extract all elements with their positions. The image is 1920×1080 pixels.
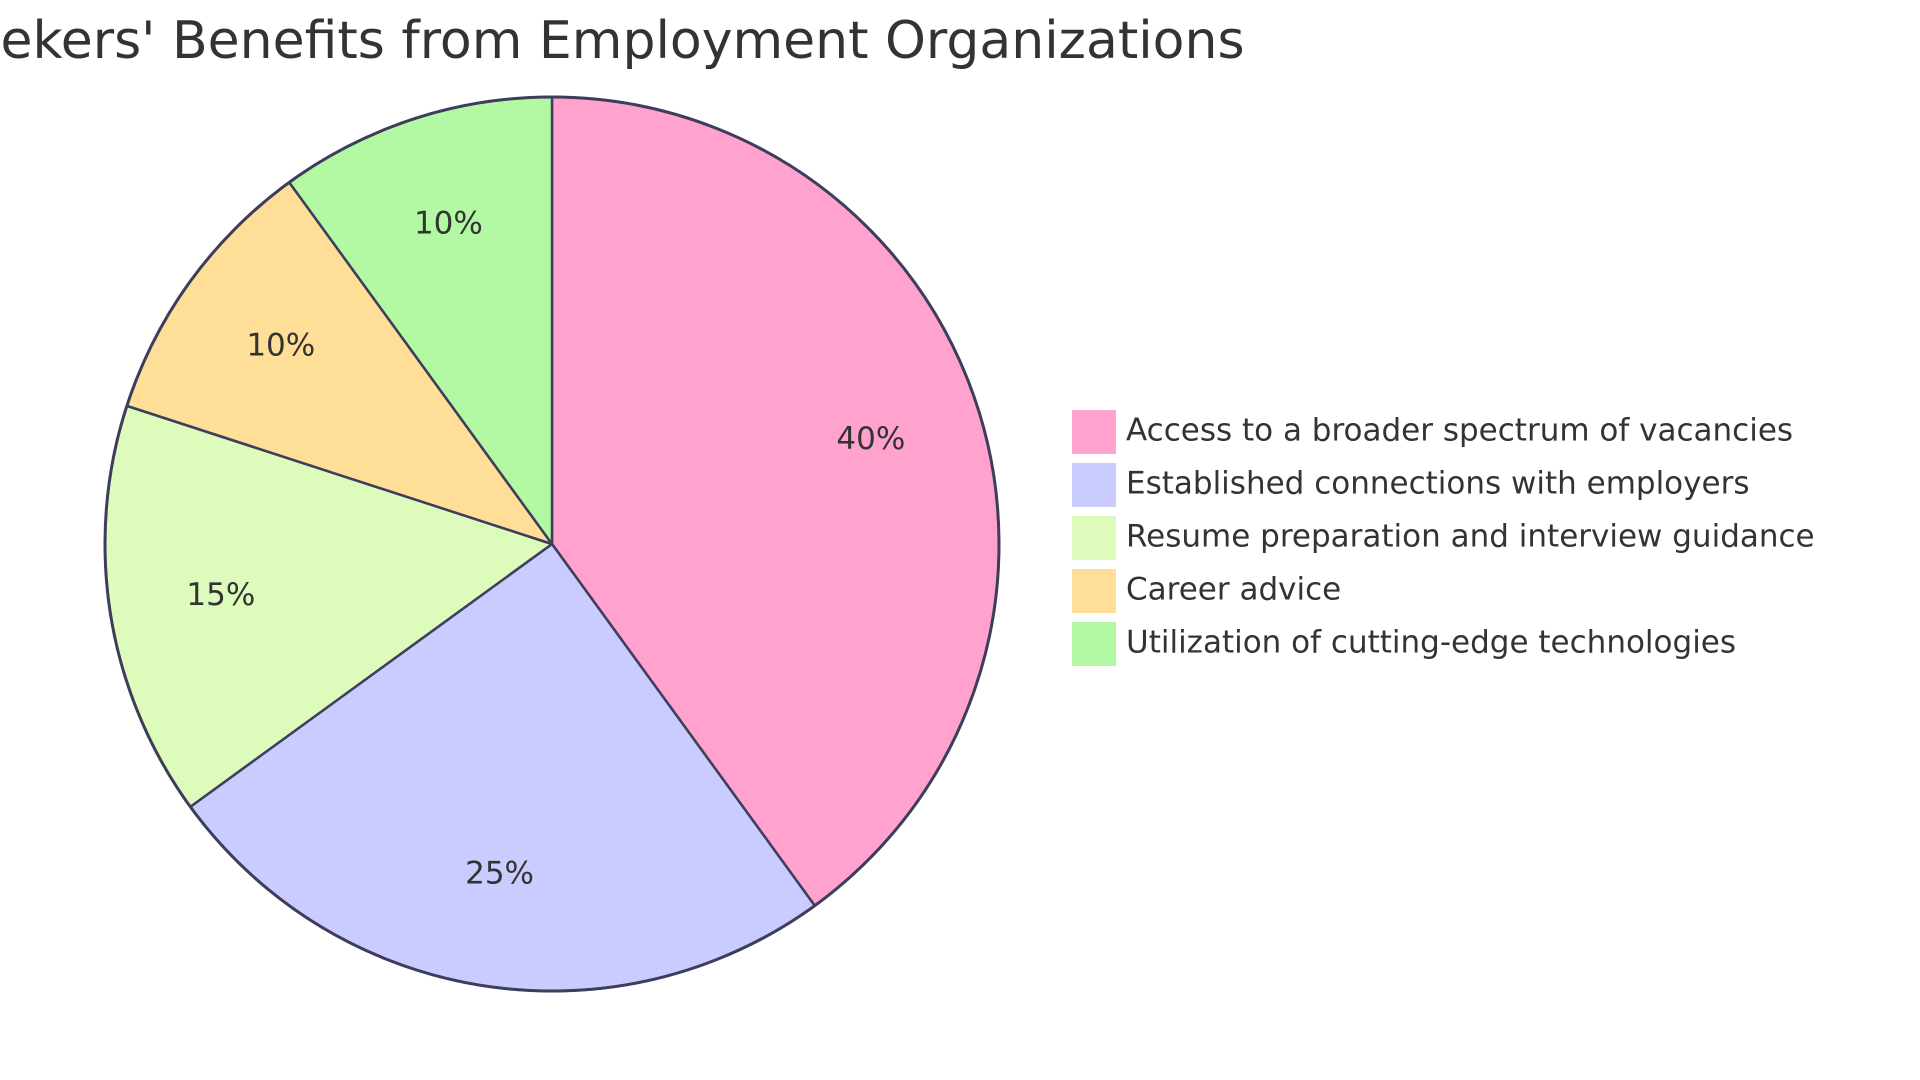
legend-label: Utilization of cutting-edge technologies <box>1126 625 1736 661</box>
legend-swatch <box>1072 463 1116 507</box>
legend-label: Established connections with employers <box>1126 466 1749 502</box>
legend-item: Access to a broader spectrum of vacancie… <box>1072 410 1793 454</box>
legend-label: Resume preparation and interview guidanc… <box>1126 519 1815 555</box>
slice-value-label: 15% <box>186 577 255 613</box>
legend-swatch <box>1072 569 1116 613</box>
legend-item: Resume preparation and interview guidanc… <box>1072 516 1815 560</box>
pie-slices <box>103 95 1001 993</box>
legend-swatch <box>1072 622 1116 666</box>
legend-item: Utilization of cutting-edge technologies <box>1072 622 1736 666</box>
legend-label: Career advice <box>1126 572 1341 608</box>
slice-value-label: 10% <box>414 206 483 242</box>
slice-value-label: 40% <box>836 421 905 457</box>
legend-item: Established connections with employers <box>1072 463 1749 507</box>
slice-value-label: 25% <box>465 856 534 892</box>
legend: Access to a broader spectrum of vacancie… <box>1072 410 1815 666</box>
chart-title: Seekers' Benefits from Employment Organi… <box>0 11 1245 71</box>
legend-label: Access to a broader spectrum of vacancie… <box>1126 413 1793 449</box>
legend-swatch <box>1072 410 1116 454</box>
pie-outline <box>103 95 1001 993</box>
slice-value-label: 10% <box>246 327 315 363</box>
pie-slice-labels: 40% 25% 15% 10% 10% <box>186 206 905 892</box>
legend-swatch <box>1072 516 1116 560</box>
legend-item: Career advice <box>1072 569 1341 613</box>
